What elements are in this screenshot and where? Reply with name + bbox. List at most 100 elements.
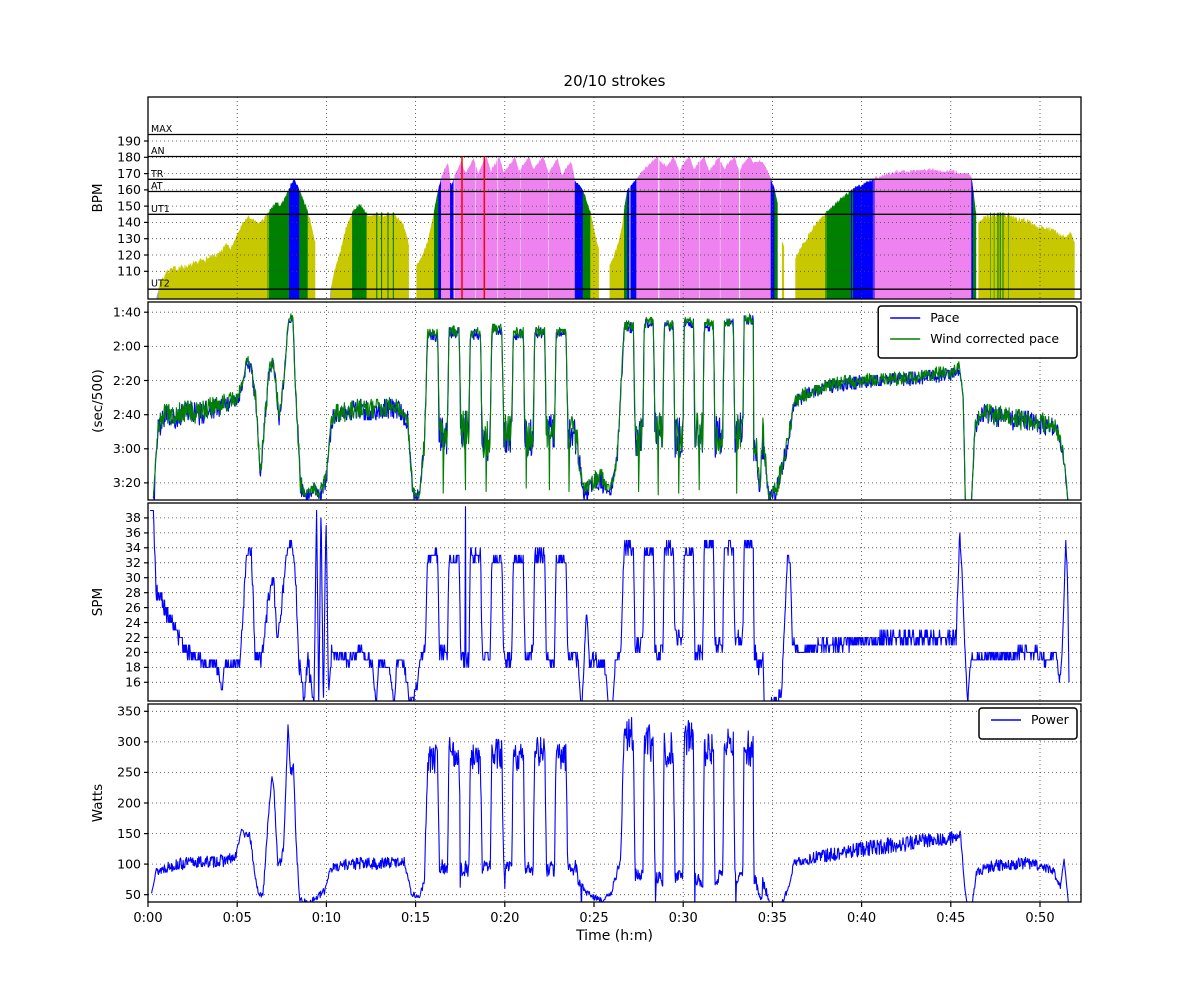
zone-label-ut2: UT2: [151, 279, 170, 290]
hr-zone-fill-ut2: [158, 212, 269, 299]
x-axis-label: Time (h:m): [576, 928, 653, 944]
y-tick-label: 3:00: [113, 441, 141, 456]
hr-zone-fill-tr: [679, 157, 700, 299]
figure-title: 20/10 strokes: [563, 72, 666, 90]
y-axis-power: 50 100 150 200 250 300 350: [117, 704, 148, 902]
hr-zone-fill-ut1: [826, 189, 852, 299]
legend-label: Pace: [930, 310, 960, 325]
axes-frame: [147, 502, 1082, 702]
y-tick-label: 300: [117, 734, 141, 749]
zone-label-at: AT: [151, 181, 163, 192]
zone-label-ut1: UT1: [151, 204, 170, 215]
y-tick-label: 1:40: [113, 305, 141, 320]
axes-frame: [147, 703, 1082, 903]
hr-zone-fill-at: [289, 179, 300, 299]
y-tick-label: 38: [125, 510, 141, 525]
hr-zone-fill-ut2: [1004, 212, 1009, 299]
y-tick-label: 32: [125, 555, 141, 570]
y-tick-label: 36: [125, 525, 141, 540]
hr-zone-fill-ut1: [299, 191, 309, 299]
hr-zone-fill-ut2: [416, 210, 435, 299]
y-tick-label: 350: [117, 704, 141, 719]
series-power: [151, 716, 1069, 902]
y-tick-label: 20: [125, 645, 141, 660]
y-tick-label: 2:00: [113, 339, 141, 354]
hr-zone-fill-ut2: [388, 212, 394, 299]
y-tick-label: 18: [125, 660, 141, 675]
hr-zone-fill-at: [853, 178, 874, 299]
y-tick-label: 250: [117, 765, 141, 780]
hr-zone-fill-tr: [454, 157, 476, 299]
hr-zone-fill-ut2: [978, 212, 991, 299]
grid: [148, 503, 1081, 701]
y-axis-label-spm: SPM: [90, 587, 106, 617]
y-tick-label: 30: [125, 570, 141, 585]
x-tick-label: 0:00: [133, 911, 162, 926]
series-spm: [150, 506, 1070, 701]
x-tick-label: 0:45: [936, 911, 965, 926]
hr-zone-fill-tr: [497, 156, 521, 299]
y-tick-label: 150: [117, 198, 141, 213]
legend: Pace Wind corrected pace: [877, 305, 1078, 359]
x-tick-label: 0:15: [401, 911, 430, 926]
hr-zone-fill-ut2: [781, 241, 785, 299]
y-tick-label: 160: [117, 182, 141, 197]
hr-zone-fill-ut2: [393, 214, 409, 299]
hr-zone-fill-tr: [520, 157, 549, 299]
legend-label: Power: [1031, 712, 1070, 727]
hr-zone-fill-ut2: [795, 212, 826, 299]
hr-zone-fill-tr: [700, 156, 720, 299]
y-tick-label: 110: [117, 264, 141, 279]
chart-pace: Pace Wind corrected pace 1:40 2:00 2:20 2:40 3…: [113, 301, 1082, 501]
zone-label-tr: TR: [150, 169, 164, 180]
hr-zone-fill-at: [770, 180, 775, 299]
hr-zone-fill-at: [630, 178, 637, 299]
x-axis: 0:00 0:05 0:10 0:15 0:20 0:25 0:30 0:35 0:40 0:45…: [133, 902, 1055, 926]
y-tick-label: 200: [117, 795, 141, 810]
x-tick-label: 0:40: [847, 911, 876, 926]
hr-zone-fill-tr: [874, 168, 972, 299]
y-tick-label: 140: [117, 215, 141, 230]
y-axis-label-pace: (sec/500): [90, 369, 106, 433]
hr-zone-fill-ut2: [1008, 214, 1075, 299]
hr-zone-fill-ut1: [973, 191, 977, 299]
legend-box: [978, 707, 1078, 740]
y-tick-label: 22: [125, 630, 141, 645]
x-tick-label: 0:05: [223, 911, 252, 926]
hr-zone-fill-ut2: [990, 212, 995, 299]
chart-heart-rate: MAXANTRATUT1UT21101201301401501601701801…: [117, 96, 1082, 300]
hr-zone-fill-tr: [441, 162, 451, 299]
y-tick-label: 28: [125, 585, 141, 600]
grid: [148, 97, 1081, 299]
y-tick-label: 2:40: [113, 407, 141, 422]
hr-zone-fill-tr: [740, 157, 772, 299]
hr-zone-fill-tr: [548, 157, 576, 299]
y-tick-label: 24: [125, 615, 141, 630]
y-tick-label: 170: [117, 166, 141, 181]
hr-zone-fill-ut2: [590, 214, 599, 299]
hr-zone-fill-at: [574, 181, 584, 299]
hr-zone-fill-ut2: [994, 212, 998, 299]
y-tick-label: 180: [117, 150, 141, 165]
hr-zone-fill-ut2: [307, 214, 316, 299]
hr-zone-fill-ut2: [366, 212, 377, 299]
x-tick-label: 0:10: [312, 911, 341, 926]
chart-power: Power 50 100 150 200 250 300 350 0:00 0:05 0:10 0:1…: [117, 703, 1082, 926]
hr-zone-fill-ut1: [582, 191, 591, 299]
y-tick-label: 100: [117, 856, 141, 871]
hr-zone-fill-at: [971, 180, 974, 299]
y-tick-label: 34: [125, 540, 141, 555]
x-tick-label: 0:20: [490, 911, 519, 926]
zone-label-an: AN: [151, 146, 165, 157]
axes-frame: [147, 301, 1082, 501]
y-axis-pace: 1:40 2:00 2:20 2:40 3:00 3:20: [113, 305, 148, 490]
hr-zone-fill-tr: [475, 157, 498, 299]
y-tick-label: 26: [125, 600, 141, 615]
hr-zone-fill-tr: [636, 157, 659, 299]
hr-zone-fill-ut2: [331, 212, 353, 299]
x-tick-label: 0:30: [669, 911, 698, 926]
